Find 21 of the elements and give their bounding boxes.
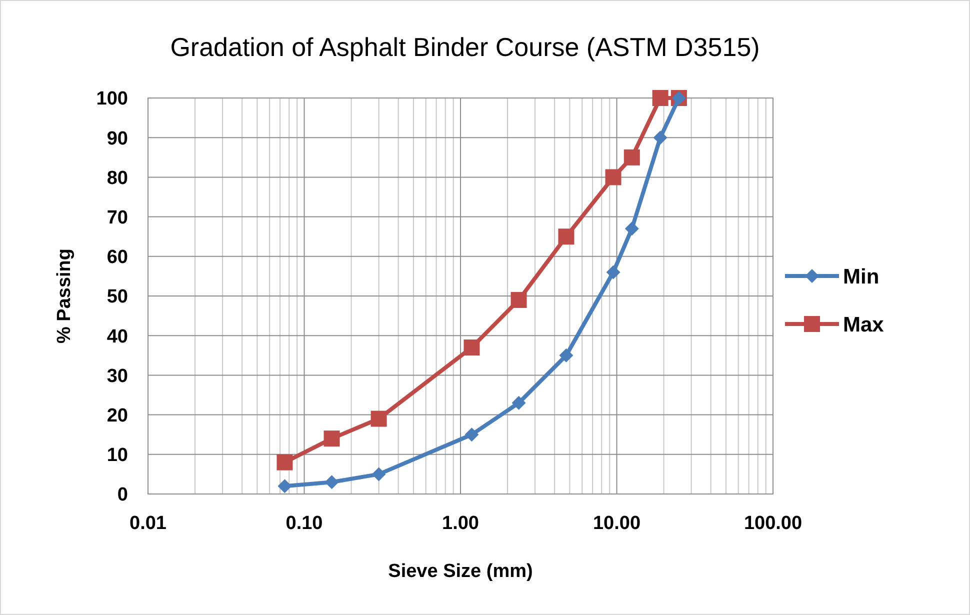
chart-title: Gradation of Asphalt Binder Course (ASTM D3515) (170, 32, 760, 62)
y-tick-label: 60 (106, 247, 128, 268)
x-tick-label: 0.10 (286, 513, 323, 534)
y-tick-label: 40 (106, 326, 128, 348)
y-tick-label: 0 (117, 484, 128, 506)
y-tick-label: 70 (106, 207, 128, 228)
y-tick-label: 100 (96, 88, 128, 110)
x-tick-label: 10.00 (592, 513, 641, 534)
legend-label: Max (843, 313, 884, 336)
y-tick-label: 90 (106, 128, 128, 150)
y-tick-label: 10 (106, 445, 128, 466)
y-tick-label: 80 (106, 168, 128, 189)
y-tick-label: 50 (106, 286, 128, 308)
y-axis-title: % Passing (54, 248, 75, 344)
x-tick-label: 1.00 (442, 513, 479, 534)
legend-label: Min (843, 265, 880, 288)
x-tick-label: 0.01 (130, 513, 167, 534)
x-axis-title: Sieve Size (mm) (388, 561, 533, 582)
y-tick-label: 30 (106, 366, 128, 387)
x-tick-label: 100.00 (744, 513, 802, 534)
y-tick-label: 20 (106, 405, 128, 426)
